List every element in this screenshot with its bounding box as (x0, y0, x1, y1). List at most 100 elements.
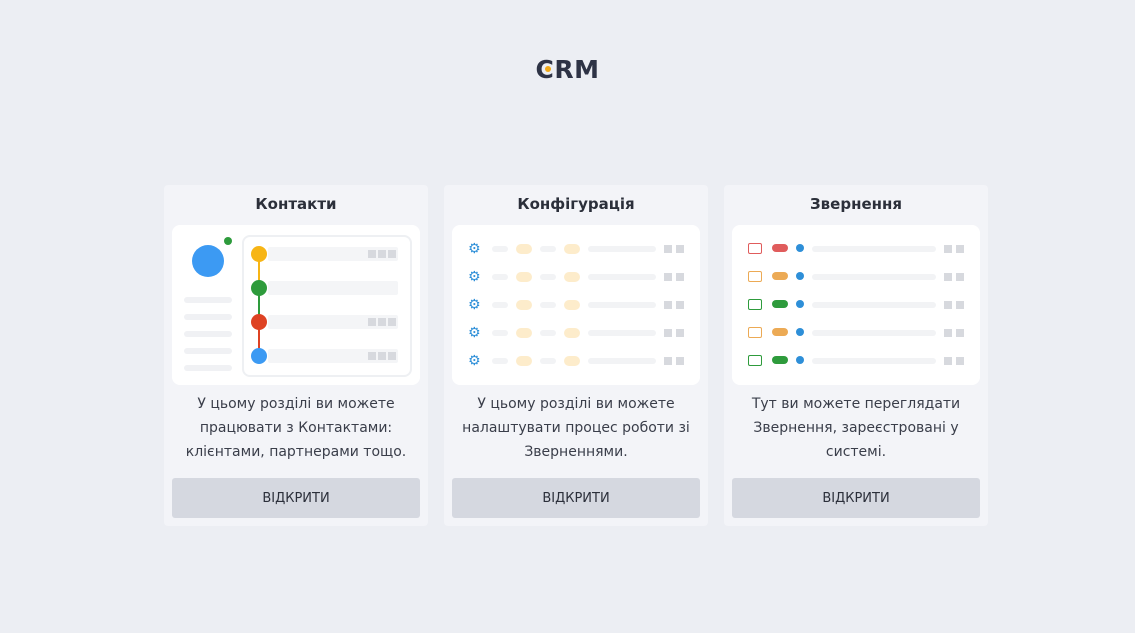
blue-dot (796, 300, 804, 308)
blue-dot (796, 356, 804, 364)
mini-squares (368, 318, 376, 326)
folder-icon (748, 271, 762, 282)
mini-squares (664, 357, 672, 365)
mini-squares (368, 250, 376, 258)
timeline-connector (258, 289, 260, 323)
placeholder-line (540, 302, 556, 308)
blue-dot (796, 244, 804, 252)
contacts-illustration (172, 225, 420, 385)
placeholder-line (812, 274, 936, 280)
configuration-illustration: ⚙ ⚙ ⚙ ⚙ (452, 225, 700, 385)
gear-icon: ⚙ (468, 353, 481, 369)
placeholder-line (588, 358, 656, 364)
mini-squares (664, 245, 672, 253)
placeholder-line (812, 330, 936, 336)
timeline-row-bg (268, 281, 398, 295)
status-pill-red (772, 244, 788, 252)
config-pill (516, 244, 532, 254)
logo-c: C (536, 55, 555, 84)
mini-squares (944, 301, 952, 309)
card-contacts: Контакти (164, 185, 428, 526)
placeholder-line (184, 314, 232, 320)
timeline-row-bg (268, 349, 398, 363)
mini-squares (664, 301, 672, 309)
mini-squares (944, 273, 952, 281)
config-pill (564, 272, 580, 282)
card-description: У цьому розділі ви можете налаштувати пр… (462, 396, 690, 460)
gear-icon: ⚙ (468, 297, 481, 313)
logo-rest: RM (554, 55, 600, 84)
mini-squares (368, 352, 376, 360)
status-pill-orange (772, 272, 788, 280)
timeline-row-bg (268, 315, 398, 329)
status-pill-green (772, 356, 788, 364)
placeholder-line (492, 358, 508, 364)
config-pill (516, 300, 532, 310)
placeholder-line (492, 274, 508, 280)
status-pill-green (772, 300, 788, 308)
timeline-dot (251, 314, 267, 330)
placeholder-line (588, 330, 656, 336)
placeholder-line (812, 358, 936, 364)
config-pill (564, 300, 580, 310)
placeholder-line (184, 331, 232, 337)
placeholder-line (540, 330, 556, 336)
mini-squares (944, 245, 952, 253)
timeline-connector (258, 255, 260, 289)
folder-icon (748, 327, 762, 338)
placeholder-line (184, 365, 232, 371)
crm-logo: CRM (0, 55, 1135, 84)
gear-icon: ⚙ (468, 325, 481, 341)
card-description: У цьому розділі ви можете працювати з Ко… (185, 396, 407, 460)
placeholder-line (588, 302, 656, 308)
timeline-panel (242, 235, 412, 377)
open-contacts-button[interactable]: ВІДКРИТИ (172, 478, 420, 518)
logo-accent-dot (544, 66, 551, 72)
online-indicator (224, 237, 232, 245)
timeline-dot (251, 280, 267, 296)
mini-squares (368, 284, 376, 292)
gear-icon: ⚙ (468, 269, 481, 285)
placeholder-line (812, 246, 936, 252)
mini-squares (664, 329, 672, 337)
folder-icon (748, 299, 762, 310)
config-pill (564, 244, 580, 254)
placeholder-line (492, 330, 508, 336)
placeholder-line (492, 246, 508, 252)
mini-squares (664, 273, 672, 281)
placeholder-line (540, 246, 556, 252)
config-pill (516, 272, 532, 282)
card-description: Тут ви можете переглядати Звернення, зар… (751, 396, 961, 460)
folder-icon (748, 243, 762, 254)
placeholder-line (184, 348, 232, 354)
status-pill-orange (772, 328, 788, 336)
placeholder-line (588, 246, 656, 252)
open-configuration-button[interactable]: ВІДКРИТИ (452, 478, 700, 518)
placeholder-line (540, 358, 556, 364)
mini-squares (944, 357, 952, 365)
placeholder-line (812, 302, 936, 308)
placeholder-line (492, 302, 508, 308)
blue-dot (796, 272, 804, 280)
mini-squares (944, 329, 952, 337)
gear-icon: ⚙ (468, 241, 481, 257)
config-pill (564, 328, 580, 338)
avatar-circle (192, 245, 224, 277)
config-pill (516, 328, 532, 338)
card-title: Звернення (810, 195, 902, 213)
timeline-dot (251, 348, 267, 364)
open-appeals-button[interactable]: ВІДКРИТИ (732, 478, 980, 518)
timeline-row-bg (268, 247, 398, 261)
blue-dot (796, 328, 804, 336)
card-title: Контакти (255, 195, 337, 213)
placeholder-line (184, 297, 232, 303)
timeline-dot (251, 246, 267, 262)
placeholder-line (588, 274, 656, 280)
timeline-connector (258, 323, 260, 357)
folder-icon (748, 355, 762, 366)
card-list: Контакти (164, 185, 988, 526)
card-appeals: Звернення (724, 185, 988, 526)
card-configuration: Конфігурація ⚙ ⚙ ⚙ ⚙ (444, 185, 708, 526)
config-pill (564, 356, 580, 366)
appeals-illustration (732, 225, 980, 385)
